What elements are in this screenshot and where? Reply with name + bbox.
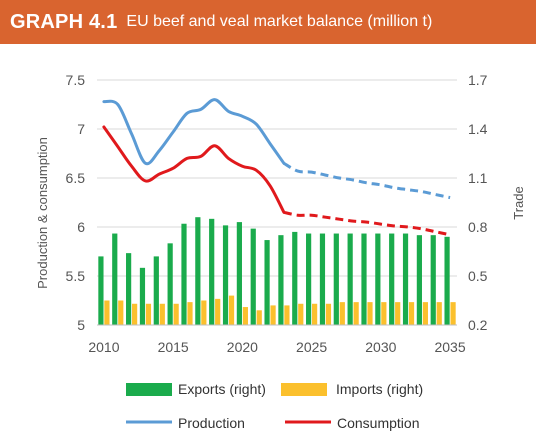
bar-exports-2026 [319,233,326,325]
y-left-tick-label: 6.5 [66,170,86,186]
x-tick-label: 2035 [434,339,465,355]
x-tick-label: 2015 [158,339,189,355]
bar-exports-2023 [278,235,284,325]
bar-exports-2030 [375,233,381,325]
bar-exports-2018 [209,218,215,325]
chart-header: GRAPH 4.1 EU beef and veal market balanc… [0,0,536,44]
y-right-tick-label: 0.8 [468,219,488,235]
legend-swatch-imports [281,383,327,396]
bar-imports-2027 [339,302,345,325]
bar-exports-2028 [347,233,353,325]
bar-exports-2010 [98,256,104,325]
line-consumption-historical [102,125,286,214]
bar-imports-2016 [187,302,193,325]
bar-imports-2022 [270,305,276,325]
y-right-tick-label: 1.1 [468,170,488,186]
y-left-tick-label: 6 [77,219,85,235]
bar-imports-2017 [201,300,207,325]
legend-label-exports: Exports (right) [178,381,266,397]
bar-imports-2030 [381,302,387,325]
bar-exports-2025 [306,233,312,325]
bar-imports-2011 [118,300,124,325]
line-series [102,98,451,237]
bar-exports-2015 [167,243,173,325]
y-left-tick-label: 7 [77,121,85,137]
bar-imports-2018 [215,298,221,325]
y-axis-left-title: Production & consumption [35,137,50,289]
legend-swatch-exports [126,383,172,396]
chart-title: EU beef and veal market balance (million… [126,13,433,30]
bar-exports-2012 [126,253,132,325]
bar-imports-2032 [408,302,415,325]
bar-imports-2025 [312,303,318,325]
bar-series [98,217,456,325]
x-tick-label: 2010 [88,339,119,355]
bar-imports-2010 [104,300,110,325]
y-right-tick-label: 1.4 [468,121,488,137]
bar-exports-2014 [153,256,159,325]
y-left-tick-label: 5 [77,317,85,333]
bar-exports-2022 [264,240,270,325]
bar-exports-2021 [250,228,256,325]
bar-exports-2020 [236,222,242,325]
bar-imports-2033 [422,302,428,325]
bar-exports-2017 [195,217,201,325]
line-production-historical [102,98,286,166]
y-right-tick-label: 0.2 [468,317,488,333]
bar-exports-2011 [112,233,118,325]
bar-imports-2012 [132,303,138,325]
bar-exports-2029 [361,233,367,325]
x-tick-label: 2030 [365,339,396,355]
bar-imports-2023 [284,305,290,325]
bar-imports-2031 [395,302,401,325]
y-axis-right-title: Trade [511,186,526,219]
line-consumption-projection [283,210,451,237]
graph-number: GRAPH 4.1 [10,10,118,33]
bar-exports-2027 [333,233,339,325]
bar-exports-2013 [139,267,146,325]
x-tick-label: 2025 [296,339,327,355]
legend-label-consumption: Consumption [337,415,420,431]
line-production-projection [283,161,451,200]
bar-imports-2021 [256,310,262,325]
bar-exports-2034 [430,235,436,325]
bar-imports-2029 [367,302,373,325]
y-right-tick-label: 0.5 [468,268,488,284]
bar-imports-2035 [450,302,456,325]
bar-exports-2035 [444,236,450,325]
bar-imports-2020 [242,307,248,325]
bar-imports-2028 [353,302,359,325]
legend-label-production: Production [178,415,245,431]
axes: 5 5.5 6 6.5 7 7.5 0.2 0.5 0.8 1.1 1.4 1.7 2010 2015 20… [66,72,488,355]
bar-imports-2024 [298,303,304,325]
legend-label-imports: Imports (right) [336,381,423,397]
x-tick-label: 2020 [227,339,258,355]
bar-imports-2014 [159,303,165,325]
bar-imports-2019 [228,295,235,325]
bar-exports-2019 [222,225,229,325]
bar-exports-2032 [402,233,409,325]
y-left-tick-label: 5.5 [66,268,86,284]
bar-exports-2033 [416,235,422,325]
bar-imports-2026 [325,303,332,325]
bar-imports-2034 [436,302,442,325]
bar-exports-2024 [292,231,298,325]
bar-exports-2016 [181,223,187,325]
bar-exports-2031 [389,233,395,325]
y-left-tick-label: 7.5 [66,72,86,88]
bar-imports-2015 [173,303,179,325]
legend: Exports (right) Imports (right) Producti… [126,381,423,431]
bar-imports-2013 [145,303,152,325]
y-right-tick-label: 1.7 [468,72,488,88]
